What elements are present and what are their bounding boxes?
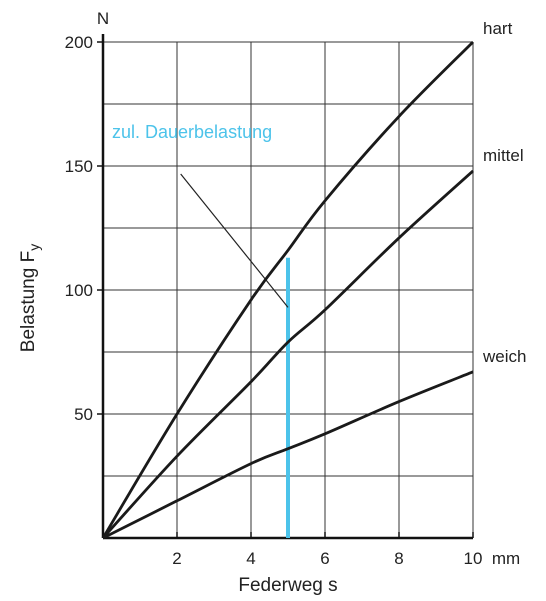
y-axis-title-subscript: y: [26, 244, 42, 251]
y-tick-label: 150: [65, 157, 93, 176]
annotation-pointer: [180, 173, 289, 308]
x-unit-label: mm: [492, 549, 520, 568]
x-tick-label: 6: [320, 549, 329, 568]
axes: [97, 34, 474, 540]
x-tick-label: 4: [246, 549, 255, 568]
series-label-mittel: mittel: [483, 146, 524, 165]
x-tick-label: 8: [394, 549, 403, 568]
x-axis-title: Federweg s: [238, 575, 337, 596]
y-tick-label: 100: [65, 281, 93, 300]
series: [101, 41, 474, 540]
annotation: zul. Dauerbelastung: [112, 122, 290, 538]
series-line-weich: [102, 370, 474, 540]
series-label-hart: hart: [483, 19, 513, 38]
series-label-weich: weich: [482, 347, 526, 366]
y-tick-label: 200: [65, 33, 93, 52]
x-tick-label: 2: [172, 549, 181, 568]
x-tick-label: 10: [464, 549, 483, 568]
y-unit-label: N: [97, 9, 109, 28]
labels: 2 4 6 8 10 50 100 150 200 mm N Federweg s Belastung …: [18, 9, 526, 596]
series-line-mittel: [101, 169, 474, 539]
annotation-label: zul. Dauerbelastung: [112, 122, 272, 142]
y-axis-title: Belastung Fy: [18, 244, 42, 352]
series-line-hart: [101, 41, 474, 539]
y-tick-label: 50: [74, 405, 93, 424]
